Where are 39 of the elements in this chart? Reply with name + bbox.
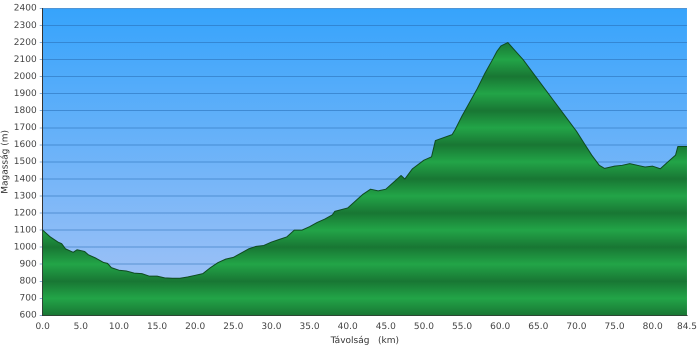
y-tick-label: 1000 [14, 242, 37, 253]
x-tick-label: 84.5 [676, 322, 698, 332]
x-tick-label: 20.0 [185, 322, 206, 332]
y-tick-label: 1900 [14, 89, 37, 100]
y-tick-label: 1600 [14, 140, 37, 150]
x-tick-label: 15.0 [147, 322, 168, 332]
x-axis-title: Távolság (km) [330, 334, 400, 346]
y-tick-label: 2100 [14, 54, 37, 65]
x-tick-label: 55.0 [452, 322, 472, 332]
y-tick-label: 1500 [14, 157, 37, 168]
y-axis-title: Magasság (m) [0, 130, 11, 194]
x-tick-label: 60.0 [490, 322, 510, 332]
x-tick-label: 35.0 [300, 322, 320, 332]
y-tick-label: 900 [20, 260, 37, 270]
x-tick-label: 75.0 [604, 322, 625, 332]
y-tick-label: 1700 [14, 123, 37, 134]
y-tick-label: 1200 [14, 208, 37, 218]
x-tick-label: 0.0 [36, 322, 50, 332]
x-tick-label: 10.0 [108, 322, 130, 332]
x-tick-label: 65.0 [528, 322, 549, 332]
x-tick-label: 40.0 [338, 322, 358, 332]
y-tick-label: 2300 [14, 20, 37, 31]
y-tick-label: 1300 [14, 191, 37, 202]
y-tick-label: 1400 [14, 174, 37, 184]
y-tick-label: 2000 [14, 72, 37, 82]
y-tick-label: 2200 [14, 38, 37, 48]
y-tick-label: 700 [20, 294, 37, 304]
y-tick-label: 2400 [14, 4, 37, 14]
x-tick-label: 50.0 [414, 322, 434, 332]
x-tick-label: 5.0 [74, 322, 88, 332]
y-tick-label: 800 [20, 276, 37, 287]
y-tick-label: 1100 [14, 225, 37, 236]
y-tick-label: 600 [20, 310, 37, 321]
x-tick-label: 25.0 [223, 322, 244, 332]
x-tick-label: 30.0 [261, 322, 282, 332]
y-tick-label: 1800 [14, 106, 37, 116]
x-tick-label: 80.0 [642, 322, 663, 332]
x-tick-label: 45.0 [376, 322, 396, 332]
x-tick-label: 70.0 [566, 322, 587, 332]
